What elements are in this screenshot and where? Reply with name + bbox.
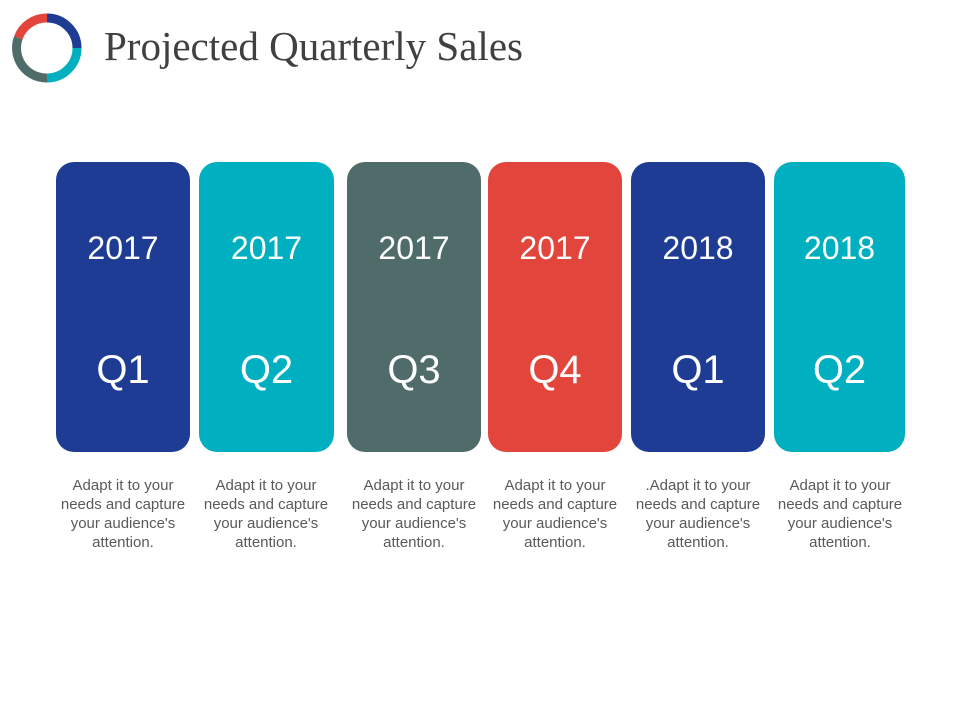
card-description: Adapt it to your needs and capture your … [203,477,329,551]
quarter-card-3: 2017 Q3 [347,162,481,452]
page-title: Projected Quarterly Sales [104,23,523,69]
card-year: 2017 [87,230,159,266]
card-description: Adapt it to your needs and capture your … [492,477,618,551]
ring-logo-icon [12,13,82,83]
card-description: Adapt it to your needs and capture your … [351,477,477,551]
card-quarter: Q1 [671,348,725,392]
quarter-card-5: 2018 Q1 [631,162,765,452]
ring-segment-teal [46,47,82,83]
card-year: 2017 [378,230,450,266]
card-year: 2017 [230,230,303,266]
card-quarter: Q2 [812,348,867,392]
quarter-card-6: 2018 Q2 [774,162,905,452]
card-year: 2018 [803,230,876,266]
ring-segment-gray [12,36,48,83]
card-quarter: Q2 [239,348,294,392]
quarter-card-1: 2017 Q1 [56,162,190,452]
quarter-card-2: 2017 Q2 [199,162,334,452]
card-description: .Adapt it to your needs and capture your… [635,477,761,551]
card-description: Adapt it to your needs and capture your … [60,477,186,551]
ring-segment-blue [46,13,82,49]
quarter-card-4: 2017 Q4 [488,162,622,452]
ring-segment-red [14,13,48,40]
card-quarter: Q1 [96,348,150,392]
card-description: Adapt it to your needs and capture your … [777,477,903,551]
card-quarter: Q4 [528,348,582,392]
card-quarter: Q3 [387,348,441,392]
card-year: 2017 [519,230,591,266]
card-year: 2018 [662,230,734,266]
